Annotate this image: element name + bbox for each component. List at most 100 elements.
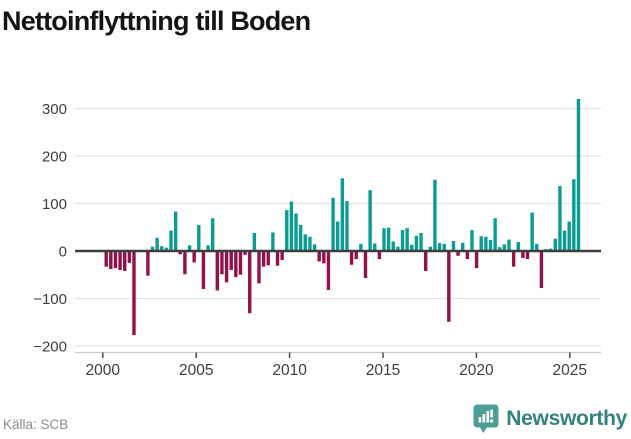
bar-quarter[interactable]: [280, 251, 284, 261]
bar-quarter[interactable]: [474, 251, 479, 269]
bar-quarter[interactable]: [294, 213, 298, 251]
bar-quarter[interactable]: [261, 251, 266, 267]
bar-quarter[interactable]: [160, 246, 164, 251]
bar-quarter[interactable]: [423, 251, 428, 271]
bar-quarter[interactable]: [442, 243, 446, 252]
bar-quarter[interactable]: [234, 251, 238, 278]
bar-quarter[interactable]: [220, 251, 224, 275]
bar-quarter[interactable]: [433, 179, 437, 251]
bar-quarter[interactable]: [336, 221, 340, 251]
bar-quarter[interactable]: [484, 236, 488, 251]
bar-quarter[interactable]: [414, 235, 419, 251]
bar-quarter[interactable]: [461, 242, 465, 251]
bar-quarter[interactable]: [572, 179, 576, 251]
bar-quarter[interactable]: [345, 201, 349, 252]
newsworthy-logo-link[interactable]: Newsworthy: [473, 404, 627, 434]
bar-quarter[interactable]: [285, 210, 289, 251]
bar-quarter[interactable]: [169, 230, 173, 251]
bar-quarter[interactable]: [349, 251, 354, 265]
bar-quarter[interactable]: [257, 251, 261, 284]
bar-quarter[interactable]: [326, 251, 331, 290]
bar-quarter[interactable]: [470, 230, 474, 251]
bar-quarter[interactable]: [298, 224, 303, 252]
bar-quarter[interactable]: [530, 212, 534, 252]
bar-quarter[interactable]: [386, 227, 391, 251]
bar-quarter[interactable]: [576, 99, 581, 251]
bar-quarter[interactable]: [539, 251, 544, 289]
bar-quarter[interactable]: [113, 251, 118, 269]
bar-quarter[interactable]: [391, 241, 395, 252]
bar-quarter[interactable]: [215, 251, 220, 291]
bar-quarter[interactable]: [238, 251, 243, 275]
bar-quarter[interactable]: [502, 244, 507, 251]
bar-quarter[interactable]: [312, 244, 317, 251]
bar-quarter[interactable]: [187, 245, 192, 251]
bar-quarter[interactable]: [123, 251, 127, 271]
bar-quarter[interactable]: [410, 244, 414, 251]
bar-quarter[interactable]: [331, 197, 335, 251]
bar-quarter[interactable]: [428, 246, 432, 251]
bar-quarter[interactable]: [118, 251, 122, 270]
bar-quarter[interactable]: [317, 251, 321, 262]
bar-quarter[interactable]: [521, 251, 525, 259]
bar-quarter[interactable]: [132, 251, 136, 336]
bar-quarter[interactable]: [419, 232, 423, 251]
bar-quarter[interactable]: [178, 251, 182, 255]
bar-quarter[interactable]: [396, 246, 400, 251]
bar-quarter[interactable]: [493, 218, 497, 251]
bar-quarter[interactable]: [303, 234, 307, 252]
bar-quarter[interactable]: [155, 237, 159, 251]
bar-quarter[interactable]: [266, 251, 270, 266]
bar-quarter[interactable]: [553, 238, 558, 251]
bar-quarter[interactable]: [183, 251, 187, 275]
bar-quarter[interactable]: [206, 245, 210, 251]
bar-quarter[interactable]: [109, 251, 113, 270]
bar-quarter[interactable]: [146, 251, 150, 276]
bar-quarter[interactable]: [229, 251, 233, 270]
bar-quarter[interactable]: [382, 228, 386, 251]
bar-quarter[interactable]: [479, 236, 483, 251]
bar-quarter[interactable]: [456, 251, 460, 256]
bar-quarter[interactable]: [405, 228, 409, 251]
bar-quarter[interactable]: [252, 232, 257, 251]
bar-quarter[interactable]: [150, 246, 155, 251]
bar-quarter[interactable]: [507, 239, 511, 251]
bar-quarter[interactable]: [243, 251, 247, 255]
bar-quarter[interactable]: [562, 230, 567, 251]
bar-quarter[interactable]: [525, 251, 530, 260]
bar-quarter[interactable]: [373, 243, 377, 251]
bar-quarter[interactable]: [363, 251, 368, 279]
bar-quarter[interactable]: [197, 224, 201, 252]
bar-quarter[interactable]: [104, 251, 108, 267]
bar-quarter[interactable]: [210, 218, 215, 251]
bar-quarter[interactable]: [224, 251, 229, 283]
bar-quarter[interactable]: [465, 251, 470, 260]
bar-quarter[interactable]: [308, 236, 312, 251]
bar-quarter[interactable]: [164, 247, 169, 251]
bar-quarter[interactable]: [437, 242, 442, 251]
bar-quarter[interactable]: [511, 251, 516, 267]
bar-quarter[interactable]: [271, 232, 275, 251]
bar-quarter[interactable]: [488, 240, 493, 251]
bar-quarter[interactable]: [289, 201, 294, 251]
bar-quarter[interactable]: [535, 243, 539, 252]
bar-quarter[interactable]: [192, 251, 196, 263]
bar-quarter[interactable]: [127, 251, 132, 263]
bar-quarter[interactable]: [558, 185, 562, 252]
bar-quarter[interactable]: [322, 251, 326, 264]
bar-quarter[interactable]: [340, 178, 345, 251]
bar-quarter[interactable]: [201, 251, 206, 289]
bar-quarter[interactable]: [567, 221, 571, 251]
bar-quarter[interactable]: [447, 251, 451, 322]
bar-quarter[interactable]: [275, 251, 280, 266]
bar-quarter[interactable]: [377, 251, 382, 260]
bar-quarter[interactable]: [400, 230, 405, 251]
bar-quarter[interactable]: [248, 251, 252, 314]
bar-quarter[interactable]: [498, 247, 502, 251]
bar-quarter[interactable]: [359, 243, 363, 252]
bar-quarter[interactable]: [368, 190, 372, 251]
bar-quarter[interactable]: [516, 241, 520, 251]
bar-quarter[interactable]: [354, 251, 358, 260]
bar-quarter[interactable]: [451, 241, 456, 251]
bar-quarter[interactable]: [173, 211, 178, 251]
